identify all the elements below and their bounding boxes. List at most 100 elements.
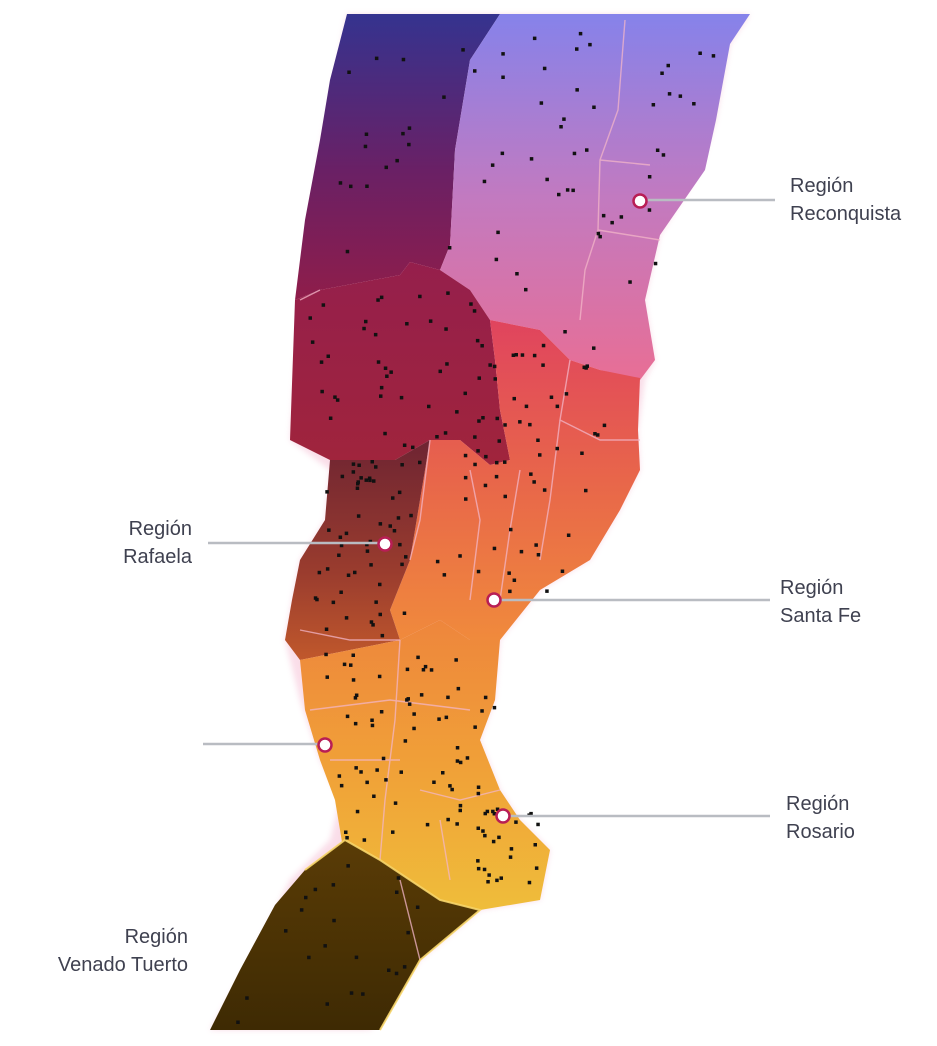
locality-dot bbox=[495, 878, 499, 883]
locality-dot bbox=[491, 839, 496, 844]
marker-santa-fe[interactable] bbox=[486, 592, 502, 608]
locality-dot bbox=[405, 667, 410, 672]
locality-dot bbox=[362, 838, 367, 842]
locality-dot bbox=[476, 449, 480, 453]
locality-dot bbox=[351, 653, 355, 657]
locality-dot bbox=[373, 332, 378, 337]
locality-dot bbox=[575, 47, 579, 51]
locality-dot bbox=[480, 344, 484, 348]
locality-dot bbox=[565, 188, 570, 192]
locality-dot bbox=[563, 330, 567, 334]
locality-dot bbox=[491, 809, 495, 814]
marker-rafaela[interactable] bbox=[377, 536, 393, 552]
locality-dot bbox=[477, 419, 481, 423]
locality-dot bbox=[454, 658, 458, 662]
locality-dot bbox=[353, 696, 358, 700]
region-area-rafaela bbox=[285, 440, 430, 660]
label-line2: Santa Fe bbox=[780, 605, 862, 627]
locality-dot bbox=[335, 398, 340, 402]
locality-dot bbox=[354, 955, 359, 960]
locality-dot bbox=[299, 908, 304, 912]
locality-dot bbox=[461, 48, 465, 52]
locality-dot bbox=[372, 794, 376, 798]
locality-dot bbox=[493, 377, 497, 381]
locality-dot bbox=[596, 231, 601, 236]
locality-dot bbox=[402, 965, 407, 969]
locality-dot bbox=[575, 88, 579, 92]
locality-dot bbox=[533, 843, 537, 847]
locality-dot bbox=[666, 63, 670, 68]
locality-dot bbox=[480, 709, 484, 713]
marker-rosario[interactable] bbox=[495, 808, 511, 824]
locality-dot bbox=[415, 905, 420, 909]
locality-dot bbox=[324, 627, 329, 631]
locality-dot bbox=[346, 573, 351, 577]
locality-dot bbox=[418, 294, 422, 299]
locality-dot bbox=[406, 930, 410, 935]
locality-dot bbox=[559, 125, 563, 129]
region-area-venado-tuerto bbox=[210, 840, 480, 1030]
locality-dot bbox=[519, 549, 524, 554]
locality-dot bbox=[539, 101, 544, 105]
locality-dot bbox=[365, 184, 369, 188]
locality-dot bbox=[342, 662, 347, 667]
label-line1: Región bbox=[780, 577, 844, 599]
locality-dot bbox=[483, 811, 487, 816]
locality-dot bbox=[353, 570, 357, 575]
locality-dot bbox=[455, 759, 460, 763]
locality-dot bbox=[400, 562, 404, 567]
locality-dot bbox=[405, 322, 409, 326]
locality-dot bbox=[463, 475, 468, 480]
locality-dot bbox=[429, 668, 434, 672]
locality-dot bbox=[435, 559, 440, 564]
locality-dot bbox=[511, 353, 516, 357]
locality-dot bbox=[585, 148, 589, 152]
locality-dot bbox=[340, 474, 345, 479]
locality-dot bbox=[566, 533, 571, 537]
locality-dot bbox=[331, 883, 336, 887]
locality-dot bbox=[368, 478, 372, 483]
locality-dot bbox=[407, 126, 412, 130]
locality-dot bbox=[362, 326, 366, 331]
locality-dot bbox=[349, 991, 354, 995]
locality-dot bbox=[304, 895, 308, 900]
locality-dot bbox=[419, 693, 424, 697]
locality-dot bbox=[455, 822, 459, 826]
locality-dot bbox=[380, 633, 385, 638]
locality-dot bbox=[503, 460, 507, 464]
locality-dot bbox=[345, 836, 349, 840]
locality-dot bbox=[379, 394, 383, 398]
locality-dot bbox=[337, 774, 342, 778]
locality-dot bbox=[339, 783, 344, 788]
locality-dot bbox=[542, 488, 547, 492]
locality-dot bbox=[367, 476, 372, 480]
region-area-reconquista bbox=[440, 14, 750, 380]
locality-dot bbox=[473, 725, 477, 729]
locality-dot bbox=[325, 490, 329, 494]
label-line1: Región bbox=[786, 793, 850, 815]
marker-reconquista[interactable] bbox=[632, 193, 648, 209]
locality-dot bbox=[473, 435, 477, 439]
locality-dot bbox=[678, 94, 683, 98]
locality-dot bbox=[328, 416, 333, 420]
locality-dot bbox=[455, 410, 459, 414]
locality-dot bbox=[407, 142, 411, 147]
locality-dot bbox=[356, 480, 360, 484]
label-region-rosario: Región Rosario bbox=[786, 790, 855, 846]
locality-dot bbox=[353, 721, 358, 726]
locality-dot bbox=[483, 833, 487, 838]
marker-venado-tuerto[interactable] bbox=[317, 737, 333, 753]
locality-dot bbox=[387, 968, 391, 972]
locality-dot bbox=[483, 695, 488, 700]
locality-dot bbox=[503, 494, 507, 499]
locality-dot bbox=[345, 249, 350, 254]
locality-dot bbox=[500, 151, 505, 156]
locality-dot bbox=[529, 811, 533, 816]
locality-dot bbox=[351, 470, 356, 474]
locality-dot bbox=[325, 675, 329, 679]
locality-dot bbox=[388, 524, 392, 528]
locality-dot bbox=[524, 287, 528, 292]
region-area-centro-norte bbox=[290, 262, 510, 465]
locality-dot bbox=[585, 364, 589, 368]
locality-dot bbox=[651, 103, 656, 107]
